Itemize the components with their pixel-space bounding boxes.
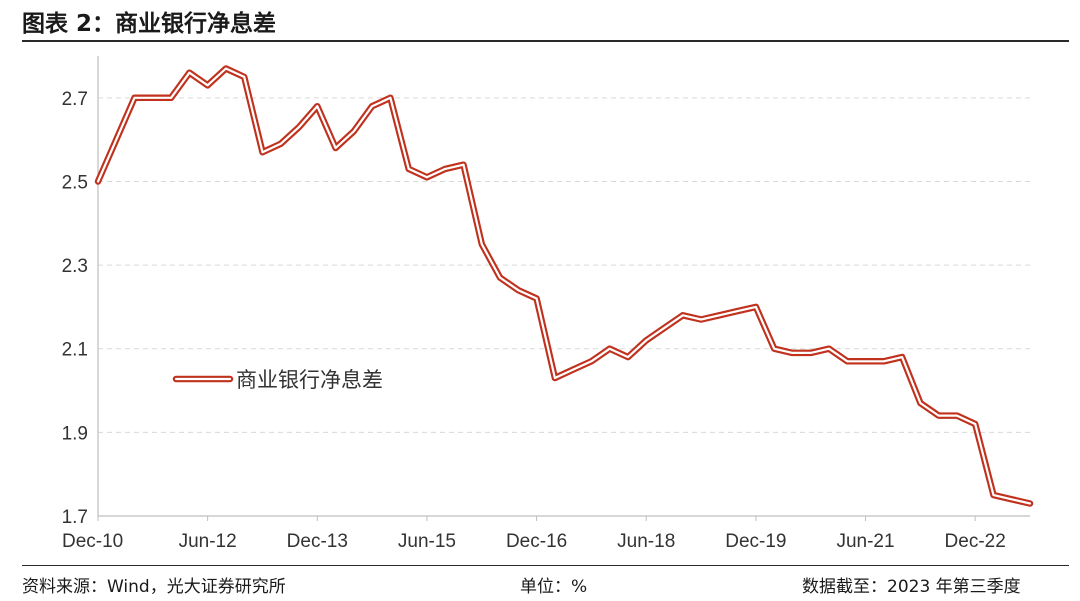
y-tick-labels: 1.7 1.9 2.1 2.3 2.5 2.7 [62,89,88,528]
chart-title: 图表 2：商业银行净息差 [22,11,277,37]
x-tick-label: Jun-15 [398,531,456,552]
x-tick-label: Dec-10 [62,531,123,552]
x-tick-label: Dec-13 [287,531,348,552]
x-tick-label: Jun-21 [836,531,894,552]
unit-note: 单位：% [520,577,588,597]
x-tick-label: Dec-19 [725,531,786,552]
y-tick-label: 1.7 [62,507,88,528]
x-tick-label: Dec-22 [945,531,1006,552]
x-tick-label: Jun-12 [179,531,237,552]
legend: 商业银行净息差 [172,368,383,392]
axes [97,56,1030,521]
series-line [94,65,1034,507]
cutoff-note: 数据截至：2023 年第三季度 [802,577,1021,597]
y-tick-label: 2.3 [62,256,88,277]
gridlines [98,97,1030,433]
series-line-inner [96,67,1032,505]
y-tick-label: 1.9 [62,423,88,444]
title-rule [22,40,1069,42]
line-chart: 1.7 1.9 2.1 2.3 2.5 2.7 Dec-10 Jun-12 Dec-13 Jun… [62,56,1034,552]
x-tick-label: Jun-18 [617,531,675,552]
x-tick-labels: Dec-10 Jun-12 Dec-13 Jun-15 Dec-16 Jun-18 Dec-… [62,531,1006,552]
series-lines [94,65,1034,507]
legend-label: 商业银行净息差 [236,368,383,392]
y-tick-label: 2.1 [62,340,88,361]
source-note: 资料来源：Wind，光大证券研究所 [22,577,286,597]
y-tick-label: 2.7 [62,89,88,110]
footer-rule [22,565,1069,566]
y-tick-label: 2.5 [62,172,88,193]
x-tick-label: Dec-16 [506,531,567,552]
